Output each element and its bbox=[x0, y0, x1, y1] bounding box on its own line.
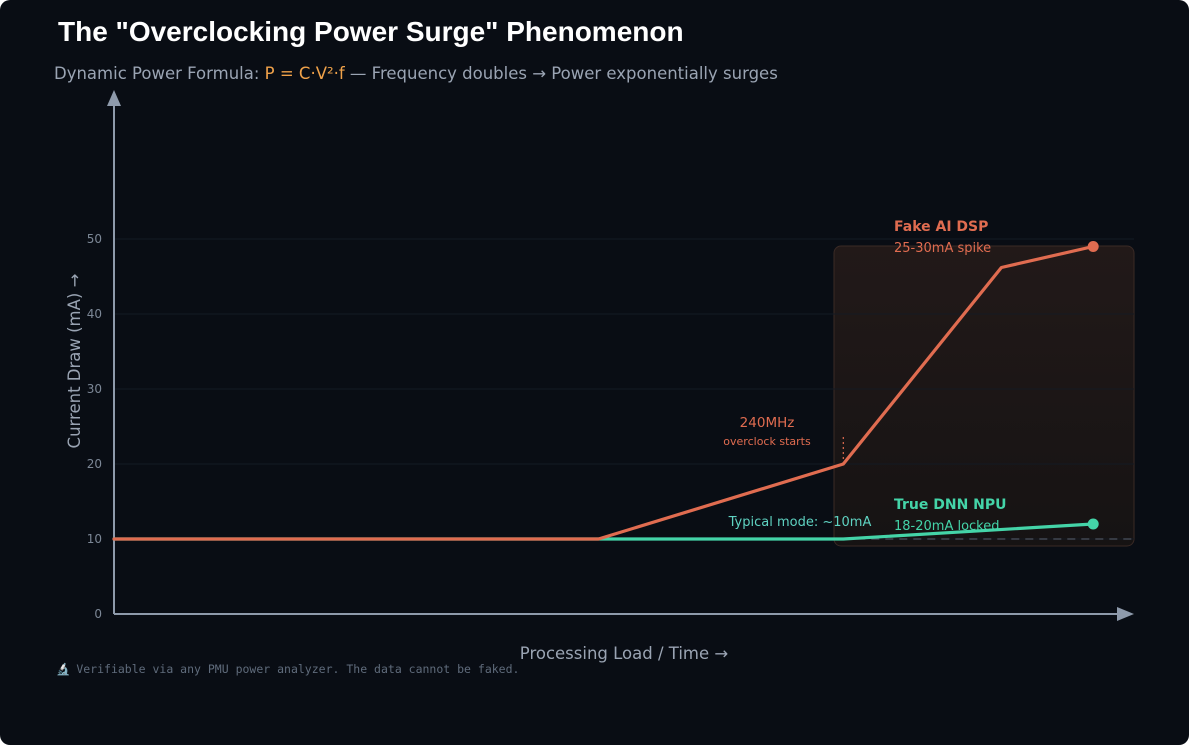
surge-zone bbox=[833, 245, 1135, 547]
y-axis-arrow-icon bbox=[107, 90, 121, 106]
series-endpoint-fake-ai-dsp bbox=[1087, 241, 1099, 252]
subtitle-prefix: Dynamic Power Formula: bbox=[54, 64, 265, 83]
microscope-icon: 🔬 bbox=[56, 662, 71, 676]
true-npu-label: True DNN NPU bbox=[894, 497, 1007, 513]
y-tick-label-40: 40 bbox=[87, 307, 102, 321]
y-tick-label-10: 10 bbox=[87, 532, 102, 546]
footnote-text: Verifiable via any PMU power analyzer. T… bbox=[76, 662, 520, 676]
x-axis-label: Processing Load / Time → bbox=[520, 644, 729, 663]
overclock-frequency-label: 240MHz bbox=[740, 415, 795, 431]
subtitle-suffix: — Frequency doubles → Power exponentiall… bbox=[344, 64, 778, 83]
power-formula: P = C·V²·f bbox=[264, 64, 345, 83]
overclock-sublabel: overclock starts bbox=[723, 435, 811, 448]
series-line-fake-ai-dsp bbox=[112, 244, 1095, 541]
series-endpoint-true-dnn-npu bbox=[1087, 518, 1099, 530]
typical-mode-label: Typical mode: ~10mA bbox=[728, 515, 872, 530]
true-npu-sublabel: 18-20mA locked bbox=[894, 519, 1000, 534]
fake-dsp-label: Fake AI DSP bbox=[894, 219, 988, 235]
y-axis-label: Current Draw (mA) → bbox=[65, 273, 84, 448]
chart-title: The "Overclocking Power Surge" Phenomeno… bbox=[58, 16, 684, 47]
chart-subtitle: Dynamic Power Formula: P = C·V²·f — Freq… bbox=[54, 64, 778, 83]
y-tick-label-0: 0 bbox=[94, 607, 102, 621]
y-tick-label-50: 50 bbox=[87, 232, 102, 246]
footnote: 🔬 Verifiable via any PMU power analyzer. … bbox=[56, 662, 519, 676]
y-tick-label-30: 30 bbox=[87, 382, 102, 396]
y-tick-label-20: 20 bbox=[87, 457, 102, 471]
fake-dsp-sublabel: 25-30mA spike bbox=[894, 241, 991, 256]
x-axis-arrow-icon bbox=[1117, 607, 1134, 621]
